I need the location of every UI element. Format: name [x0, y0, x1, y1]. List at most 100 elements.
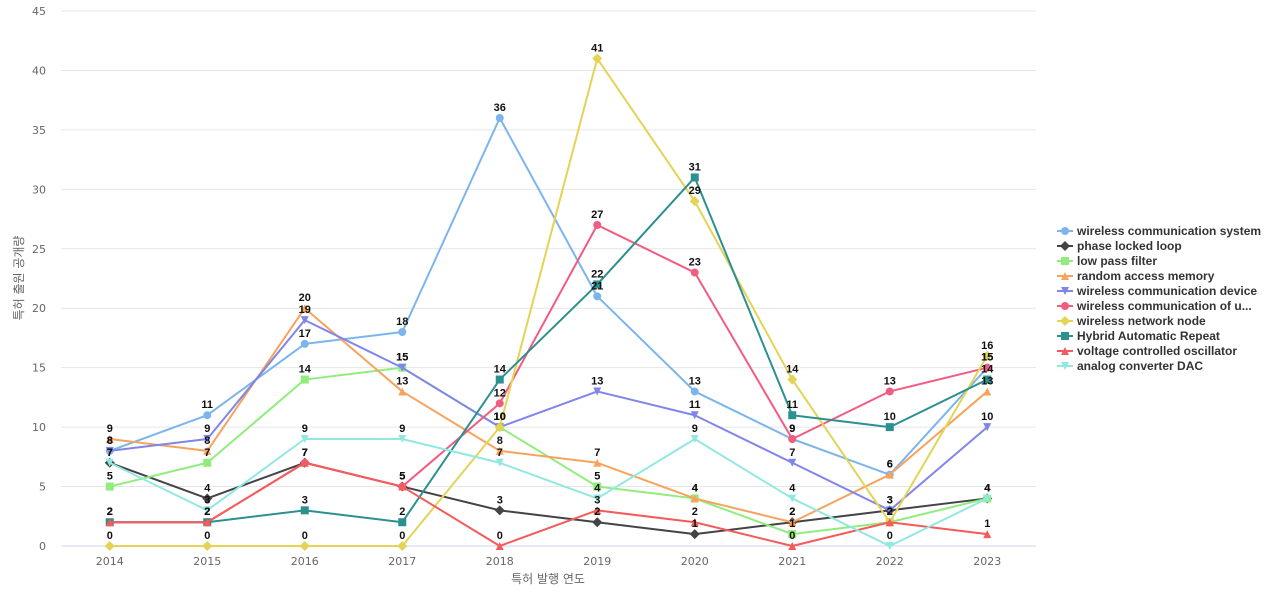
data-label: 9: [302, 423, 308, 435]
data-label: 0: [497, 530, 503, 542]
data-label: 9: [789, 423, 795, 435]
data-point: [203, 518, 212, 527]
series-7: [104, 53, 993, 551]
legend-item[interactable]: wireless communication of u...: [1057, 299, 1252, 313]
data-label: 23: [689, 257, 701, 269]
data-label: 9: [399, 423, 405, 435]
series-line: [109, 366, 988, 536]
legend-item[interactable]: analog converter DAC: [1057, 359, 1203, 373]
data-point: [398, 482, 407, 491]
series-10: [105, 435, 992, 550]
series-line: [109, 57, 989, 547]
data-point: [593, 494, 602, 503]
legend-item[interactable]: Hybrid Automatic Repeat: [1057, 329, 1220, 343]
data-point: [495, 375, 504, 384]
data-label: 41: [591, 43, 603, 55]
data-point: [300, 375, 309, 384]
data-point: [690, 173, 699, 182]
data-label: 0: [302, 530, 308, 542]
data-point: [299, 541, 310, 551]
data-point: [104, 541, 115, 551]
data-label: 2: [204, 506, 210, 518]
data-point: [788, 494, 797, 503]
data-label: 7: [302, 447, 308, 459]
x-tick-label: 2018: [486, 555, 514, 568]
legend-item[interactable]: phase locked loop: [1057, 239, 1182, 253]
data-label: 11: [689, 399, 701, 411]
y-tick-label: 40: [32, 64, 46, 77]
data-point: [982, 350, 993, 361]
data-label: 2: [107, 506, 113, 518]
legend-marker: [1061, 257, 1069, 265]
legend-item[interactable]: wireless network node: [1057, 314, 1206, 328]
data-point: [592, 517, 603, 528]
legend-label: wireless communication of u...: [1076, 299, 1252, 313]
data-label: 10: [981, 411, 993, 423]
legend-marker: [1061, 227, 1069, 235]
legend-item[interactable]: wireless communication device: [1057, 284, 1257, 298]
data-point: [885, 506, 894, 515]
data-label: 2: [594, 506, 600, 518]
data-point: [983, 423, 992, 432]
data-label: 0: [107, 530, 113, 542]
data-label: 7: [789, 447, 795, 459]
data-label: 17: [299, 328, 311, 340]
data-point: [885, 423, 894, 432]
data-point: [592, 53, 603, 64]
data-point: [105, 518, 114, 527]
data-labels: 8111718362113961574753212345714151054124…: [107, 43, 995, 542]
data-label: 7: [204, 447, 210, 459]
data-label: 6: [887, 459, 893, 471]
data-point: [788, 458, 797, 467]
data-point: [593, 482, 602, 491]
data-label: 27: [591, 209, 603, 221]
data-label: 8: [497, 435, 503, 447]
data-label: 14: [299, 364, 312, 376]
data-label: 3: [204, 494, 210, 506]
data-point: [494, 422, 505, 433]
data-label: 5: [107, 471, 113, 483]
data-point: [788, 435, 797, 443]
data-point: [593, 387, 602, 396]
series-3: [105, 363, 992, 539]
data-label: 9: [107, 423, 113, 435]
data-point: [788, 542, 797, 550]
legend-item[interactable]: voltage controlled oscillator: [1057, 344, 1237, 358]
data-label: 2: [107, 506, 113, 518]
data-point: [593, 292, 602, 301]
data-point: [983, 530, 992, 539]
legend-label: wireless communication device: [1076, 284, 1257, 298]
data-label: 15: [981, 352, 993, 364]
data-point: [690, 411, 699, 420]
data-label: 3: [594, 494, 600, 506]
data-point: [397, 541, 408, 551]
x-tick-label: 2014: [96, 555, 124, 568]
legend-item[interactable]: random access memory: [1057, 269, 1215, 283]
data-label: 2: [887, 506, 893, 518]
series-line: [109, 117, 988, 476]
data-label: 1: [692, 518, 698, 530]
legend-item[interactable]: wireless communication system: [1057, 224, 1261, 238]
data-point: [689, 529, 700, 540]
data-label: 5: [399, 471, 405, 483]
data-point: [983, 494, 992, 503]
legend-label: wireless network node: [1076, 314, 1206, 328]
data-label: 7: [107, 447, 113, 459]
data-point: [398, 363, 407, 372]
data-label: 15: [396, 352, 408, 364]
x-tick-label: 2021: [778, 555, 806, 568]
data-label: 10: [494, 411, 506, 423]
data-point: [203, 506, 212, 515]
legend-item[interactable]: low pass filter: [1057, 254, 1157, 268]
data-label: 9: [789, 423, 795, 435]
data-point: [203, 435, 212, 443]
data-label: 10: [494, 411, 506, 423]
y-tick-label: 35: [32, 124, 46, 137]
data-label: 7: [302, 447, 308, 459]
data-label: 4: [984, 482, 991, 494]
legend-marker: [1060, 316, 1070, 326]
data-label: 29: [689, 185, 701, 197]
data-label: 13: [981, 375, 993, 387]
series-lines: [104, 53, 993, 551]
data-point: [202, 541, 213, 551]
